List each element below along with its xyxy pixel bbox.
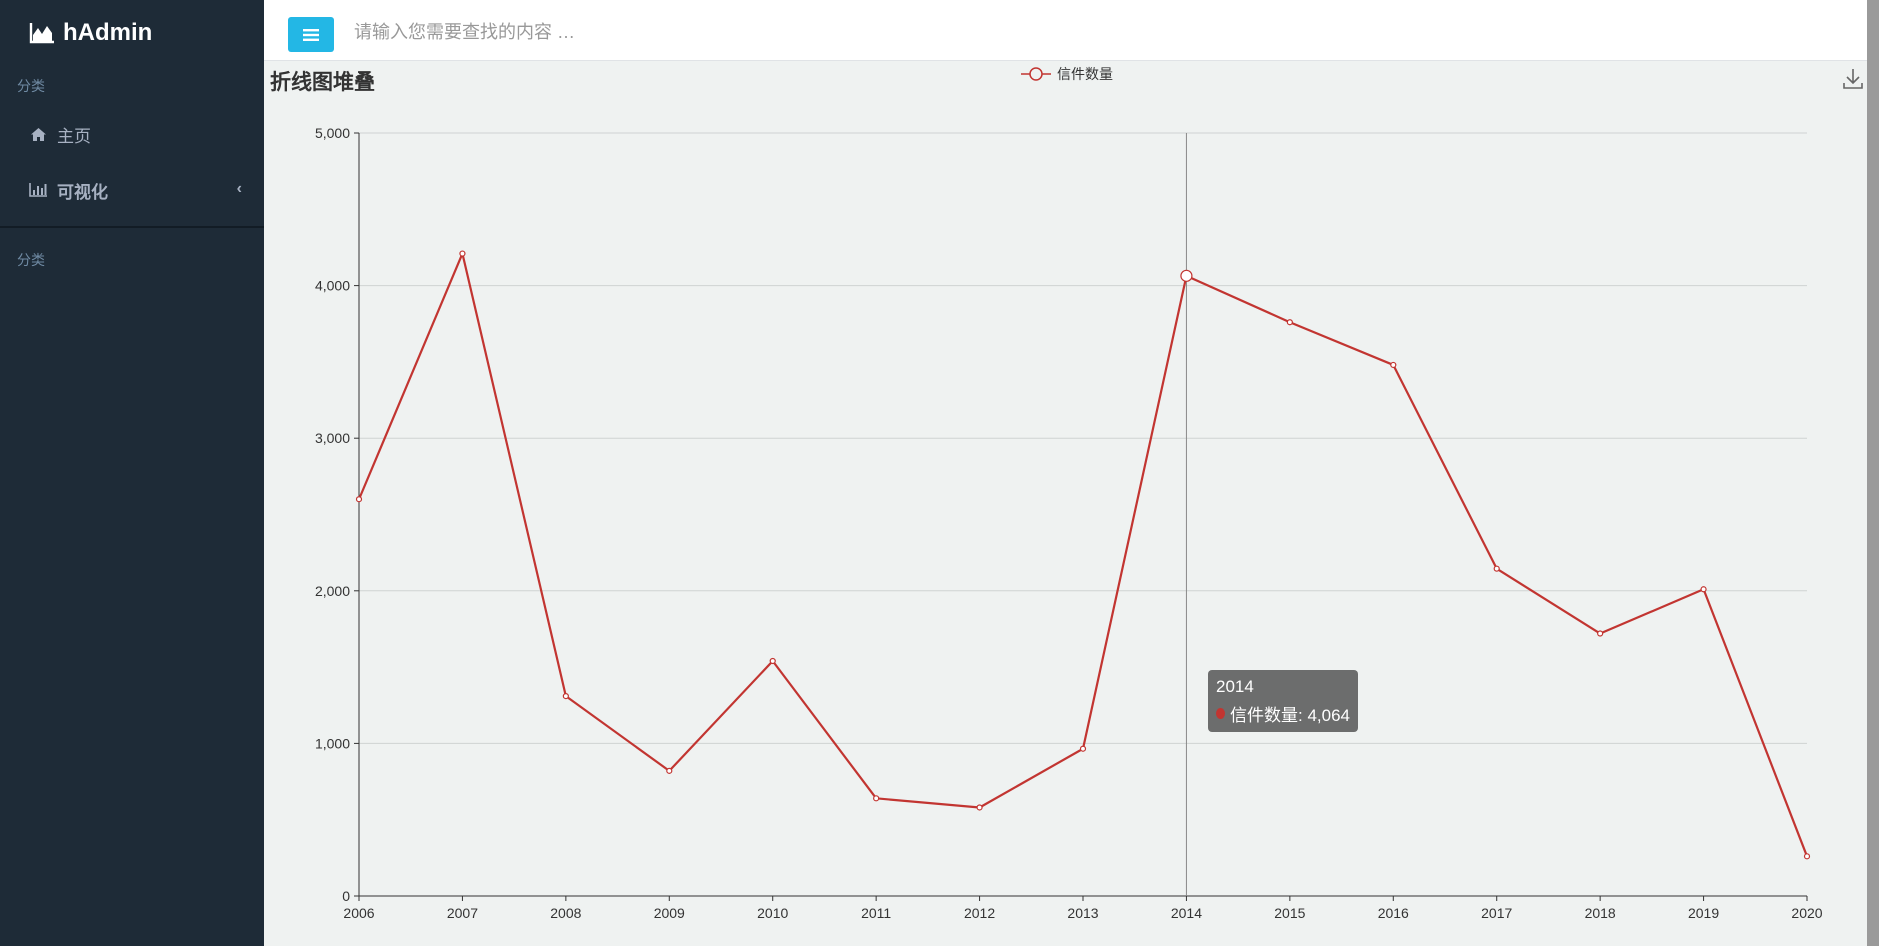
y-tick-label: 0 — [342, 888, 350, 904]
x-tick-label: 2019 — [1688, 905, 1719, 921]
data-point — [562, 692, 569, 700]
y-tick-label: 4,000 — [315, 278, 350, 294]
top-navbar — [264, 0, 1867, 61]
data-point — [666, 767, 673, 774]
data-point — [1803, 853, 1811, 860]
x-tick-label: 2015 — [1274, 905, 1305, 921]
data-point — [1390, 361, 1397, 369]
x-tick-label: 2009 — [654, 905, 685, 921]
sidebar-item-label: 可视化 — [57, 182, 108, 202]
data-point — [1286, 319, 1293, 326]
brand-name: hAdmin — [63, 19, 153, 46]
chevron-left-icon[interactable]: ‹ — [236, 180, 242, 197]
y-tick-label: 1,000 — [315, 735, 350, 751]
download-icon[interactable] — [1843, 68, 1863, 95]
bar-chart-icon — [29, 181, 47, 199]
data-point — [355, 496, 363, 503]
x-tick-label: 2016 — [1378, 905, 1409, 921]
series-dot-icon — [1216, 708, 1225, 719]
data-point — [1493, 565, 1500, 572]
chart-tooltip: 2014 信件数量: 4,064 — [1208, 670, 1358, 732]
data-point — [976, 804, 983, 811]
brand[interactable]: hAdmin — [0, 0, 264, 66]
data-point — [873, 795, 880, 802]
chart-title: 折线图堆叠 — [270, 71, 375, 94]
x-tick-label: 2010 — [757, 905, 788, 921]
y-tick-label: 2,000 — [315, 583, 350, 599]
data-point — [769, 657, 776, 665]
x-tick-label: 2011 — [861, 905, 891, 921]
x-tick-label: 2006 — [343, 905, 374, 921]
sidebar-item-home[interactable]: 主页 — [0, 106, 264, 162]
x-tick-label: 2007 — [447, 905, 478, 921]
x-tick-label: 2018 — [1585, 905, 1616, 921]
data-point — [1180, 269, 1193, 282]
search-input[interactable] — [352, 14, 956, 50]
sidebar: hAdmin 分类 主页 可视化 ‹ 分类 — [0, 0, 264, 946]
legend-item[interactable]: 信件数量 — [1021, 64, 1113, 84]
y-tick-label: 5,000 — [315, 125, 350, 141]
nav-section-header: 分类 — [17, 78, 45, 94]
y-tick-label: 3,000 — [315, 430, 350, 446]
data-point — [1079, 745, 1087, 752]
home-icon — [29, 125, 47, 143]
tooltip-value: 信件数量: 4,064 — [1230, 706, 1350, 725]
sidebar-item-visualization[interactable]: 可视化 ‹ — [0, 162, 264, 218]
nav-section-header: 分类 — [17, 252, 45, 268]
x-tick-label: 2014 — [1171, 905, 1202, 921]
tooltip-title: 2014 — [1216, 677, 1254, 696]
x-tick-label: 2012 — [964, 905, 995, 921]
x-tick-label: 2017 — [1481, 905, 1512, 921]
legend-label: 信件数量 — [1057, 66, 1113, 82]
hamburger-icon — [303, 28, 319, 41]
sidebar-item-label: 主页 — [57, 126, 91, 146]
data-point — [459, 250, 466, 257]
nav-divider — [0, 226, 264, 228]
x-tick-label: 2008 — [550, 905, 581, 921]
legend-marker-icon — [1021, 67, 1051, 81]
area-chart-icon — [29, 23, 54, 44]
series-line — [357, 252, 1809, 857]
menu-toggle-button[interactable] — [288, 17, 334, 52]
data-point — [1700, 586, 1707, 593]
x-tick-label: 2020 — [1791, 905, 1822, 921]
scrollbar[interactable] — [1867, 0, 1879, 946]
x-tick-label: 2013 — [1067, 905, 1098, 921]
data-point — [1597, 630, 1604, 637]
